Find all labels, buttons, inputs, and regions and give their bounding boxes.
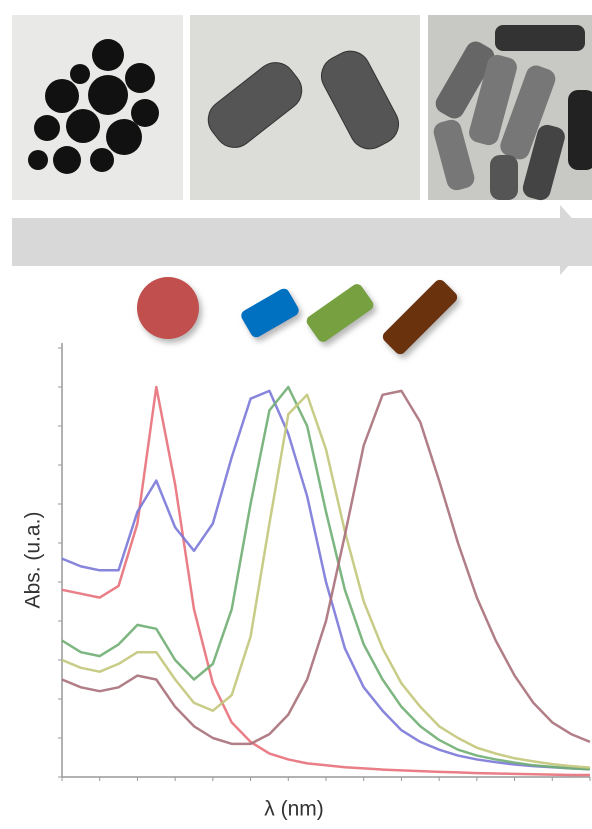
nanorods	[207, 50, 399, 150]
y-axis-label: Abs. (u.a.)	[22, 512, 45, 609]
sphere-icon	[137, 277, 199, 339]
rod-icon	[382, 279, 458, 355]
spectrum-line	[61, 389, 591, 771]
nanospheres	[28, 39, 159, 174]
spectrum-line	[61, 385, 591, 771]
spectrum-line	[61, 385, 590, 777]
nanorods	[433, 25, 592, 201]
rod-icon	[306, 284, 374, 342]
rod-icon	[241, 288, 299, 338]
shape-icons	[137, 277, 458, 355]
plot	[58, 343, 591, 781]
spectrum-line	[61, 389, 591, 746]
spectrum-line	[61, 393, 591, 769]
arrow-head	[560, 205, 592, 275]
x-axis-label: λ (nm)	[264, 798, 324, 821]
arrow	[12, 218, 592, 266]
tem-images	[12, 15, 592, 201]
